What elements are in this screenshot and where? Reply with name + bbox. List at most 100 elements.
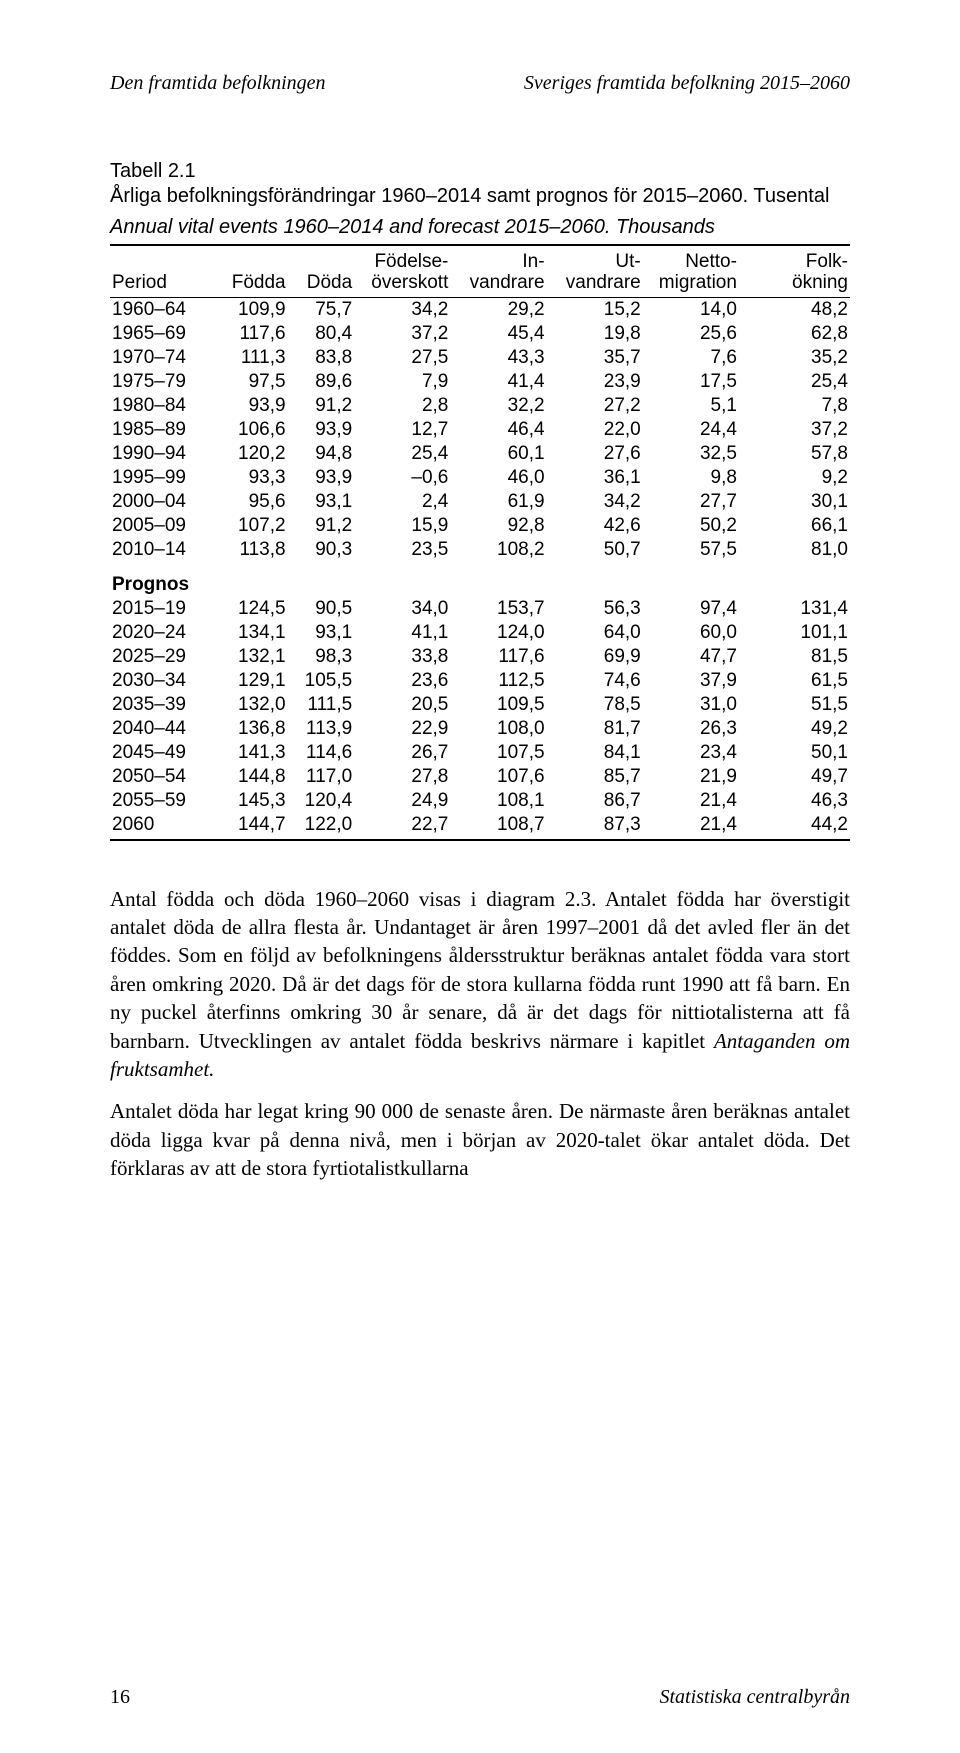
- table-cell: 124,5: [214, 597, 288, 621]
- table-row: 2035–39132,0111,520,5109,578,531,051,5: [110, 693, 850, 717]
- table-cell: 117,6: [450, 645, 546, 669]
- table-row: 2055–59145,3120,424,9108,186,721,446,3: [110, 789, 850, 813]
- table-cell: 97,5: [214, 370, 288, 394]
- table-cell: 34,2: [547, 490, 643, 514]
- table-cell: 1985–89: [110, 418, 214, 442]
- table-caption-text: Årliga befolkningsförändringar 1960–2014…: [110, 185, 829, 207]
- table-cell: 131,4: [739, 597, 850, 621]
- table-cell: 112,5: [450, 669, 546, 693]
- table-row: 2005–09107,291,215,992,842,650,266,1: [110, 514, 850, 538]
- table-cell: 23,9: [547, 370, 643, 394]
- table-cell: 21,4: [643, 813, 739, 837]
- table-cell: 1995–99: [110, 466, 214, 490]
- table-cell: 1960–64: [110, 297, 214, 322]
- table-cell: 37,9: [643, 669, 739, 693]
- table-cell: 1975–79: [110, 370, 214, 394]
- table-cell: 15,9: [354, 514, 450, 538]
- table-cell: 15,2: [547, 297, 643, 322]
- table-caption-label: Tabell 2.1: [110, 160, 196, 182]
- table-cell: 31,0: [643, 693, 739, 717]
- table-cell: 98,3: [288, 645, 355, 669]
- table-cell: 26,7: [354, 741, 450, 765]
- table-cell: 101,1: [739, 621, 850, 645]
- table-cell: 109,9: [214, 297, 288, 322]
- column-header: Netto-migration: [643, 248, 739, 296]
- table-cell: 69,9: [547, 645, 643, 669]
- table-cell: 2030–34: [110, 669, 214, 693]
- table-cell: 108,0: [450, 717, 546, 741]
- page-footer: 16 Statistiska centralbyrån: [110, 1686, 850, 1709]
- table-cell: 62,8: [739, 322, 850, 346]
- table-cell: 136,8: [214, 717, 288, 741]
- table-cell: 74,6: [547, 669, 643, 693]
- table-cell: 111,5: [288, 693, 355, 717]
- table-cell: 41,1: [354, 621, 450, 645]
- table-cell: 124,0: [450, 621, 546, 645]
- table-cell: 78,5: [547, 693, 643, 717]
- table-cell: 1980–84: [110, 394, 214, 418]
- table-cell: 22,0: [547, 418, 643, 442]
- table-cell: 114,6: [288, 741, 355, 765]
- table-cell: 50,7: [547, 538, 643, 562]
- table-cell: 93,1: [288, 621, 355, 645]
- table-row: 2060144,7122,022,7108,787,321,444,2: [110, 813, 850, 837]
- table-cell: 91,2: [288, 514, 355, 538]
- table-cell: 27,6: [547, 442, 643, 466]
- table-cell: 107,2: [214, 514, 288, 538]
- table-cell: 2050–54: [110, 765, 214, 789]
- table-cell: 93,1: [288, 490, 355, 514]
- column-header: Folk-ökning: [739, 248, 850, 296]
- table-cell: 120,4: [288, 789, 355, 813]
- table-cell: 7,9: [354, 370, 450, 394]
- table-cell: 2015–19: [110, 597, 214, 621]
- table-cell: 81,0: [739, 538, 850, 562]
- table-cell: 9,2: [739, 466, 850, 490]
- table-cell: 107,6: [450, 765, 546, 789]
- table-cell: 95,6: [214, 490, 288, 514]
- table-cell: 17,5: [643, 370, 739, 394]
- table-cell: 117,0: [288, 765, 355, 789]
- table-caption: Tabell 2.1 Årliga befolkningsförändringa…: [110, 159, 850, 209]
- table-cell: 7,8: [739, 394, 850, 418]
- table-cell: 2055–59: [110, 789, 214, 813]
- table-cell: 21,4: [643, 789, 739, 813]
- table-cell: 1970–74: [110, 346, 214, 370]
- table-cell: 26,3: [643, 717, 739, 741]
- paragraph-1: Antal födda och döda 1960–2060 visas i d…: [110, 885, 850, 1083]
- table-cell: 61,9: [450, 490, 546, 514]
- table-cell: 60,1: [450, 442, 546, 466]
- table-cell: 29,2: [450, 297, 546, 322]
- table-cell: 94,8: [288, 442, 355, 466]
- table-cell: 47,7: [643, 645, 739, 669]
- running-head-right: Sveriges framtida befolkning 2015–2060: [524, 72, 850, 95]
- table-cell: 86,7: [547, 789, 643, 813]
- table-cell: 120,2: [214, 442, 288, 466]
- table-cell: 57,5: [643, 538, 739, 562]
- table-cell: 2,8: [354, 394, 450, 418]
- table-cell: 50,2: [643, 514, 739, 538]
- table-cell: 141,3: [214, 741, 288, 765]
- table-cell: 34,2: [354, 297, 450, 322]
- table-cell: 66,1: [739, 514, 850, 538]
- table-row: 1970–74111,383,827,543,335,77,635,2: [110, 346, 850, 370]
- table-row: 1960–64109,975,734,229,215,214,048,2: [110, 297, 850, 322]
- table-cell: 56,3: [547, 597, 643, 621]
- table-cell: 22,9: [354, 717, 450, 741]
- table-cell: 113,9: [288, 717, 355, 741]
- table-row: 2020–24134,193,141,1124,064,060,0101,1: [110, 621, 850, 645]
- column-header: Födda: [214, 248, 288, 296]
- table-cell: 111,3: [214, 346, 288, 370]
- table-cell: 37,2: [739, 418, 850, 442]
- table-cell: 80,4: [288, 322, 355, 346]
- table-cell: 83,8: [288, 346, 355, 370]
- table-cell: 60,0: [643, 621, 739, 645]
- table-cell: 27,7: [643, 490, 739, 514]
- table-cell: 64,0: [547, 621, 643, 645]
- table-cell: 108,1: [450, 789, 546, 813]
- table-cell: 45,4: [450, 322, 546, 346]
- table-row: 1980–8493,991,22,832,227,25,17,8: [110, 394, 850, 418]
- table-cell: 145,3: [214, 789, 288, 813]
- column-header: Födelse-överskott: [354, 248, 450, 296]
- table-cell: 134,1: [214, 621, 288, 645]
- table-cell: 49,7: [739, 765, 850, 789]
